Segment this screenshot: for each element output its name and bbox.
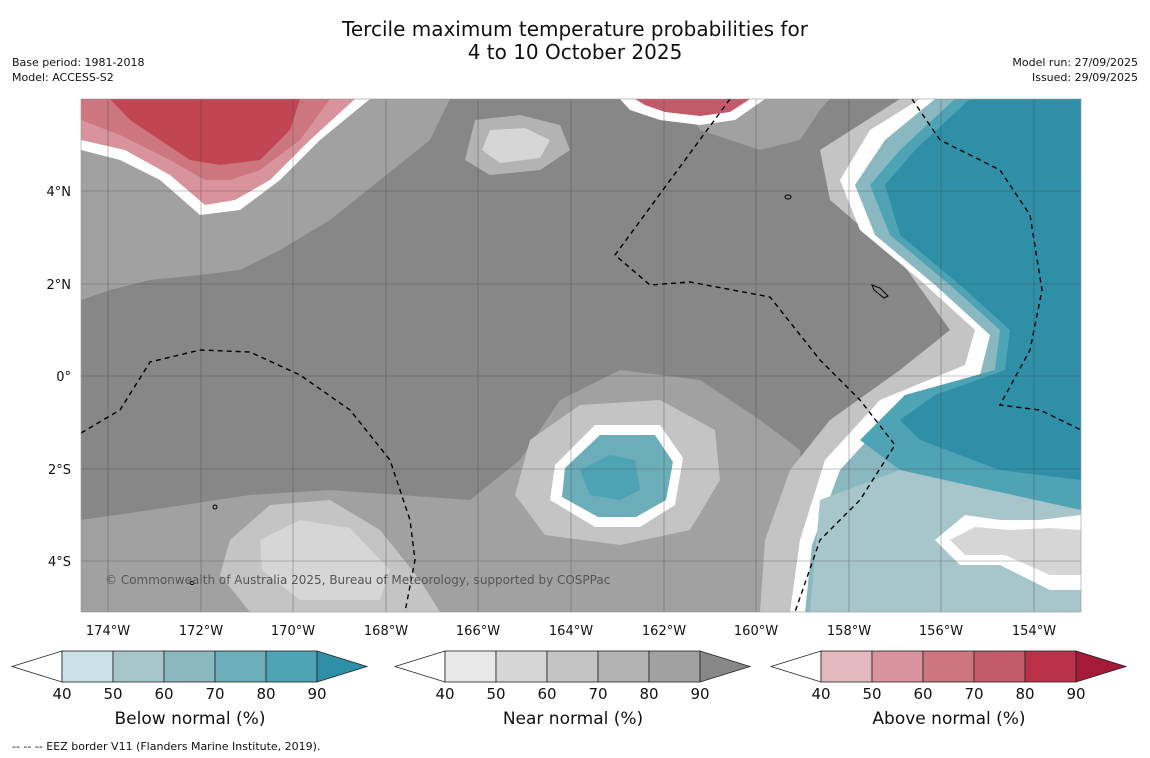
y-tick-label: 2°S [48,463,71,478]
x-axis-labels: 174°W 172°W 170°W 168°W 166°W 164°W 162°… [86,624,1056,639]
near-normal-colorbar-tick: 80 [639,685,658,703]
near-blob-south-left-inner [260,520,390,600]
near-normal-colorbar-cell [495,650,548,683]
eez-center [614,99,896,612]
x-tick-label: 162°W [642,624,686,639]
near-normal-colorbar-tick: 70 [588,685,607,703]
below-normal-center-core [580,455,640,500]
near-normal-colorbar-cell [444,650,497,683]
x-tick-label: 166°W [456,624,500,639]
islands [189,194,889,585]
below-normal-colorbar-tick: 60 [154,685,173,703]
near-normal-colorbar-tick: 50 [486,685,505,703]
model-run: Model run: 27/09/2025 [1012,56,1138,69]
above-normal-colorbar-tick: 90 [1066,685,1085,703]
above-normal-colorbar-tick: 80 [1015,685,1034,703]
below-normal-east-core [885,99,1081,480]
eez-borders [81,99,1081,612]
above-normal-colorbar-low-extend [769,650,822,683]
x-tick-label: 156°W [919,624,963,639]
above-normal-colorbar: 40 50 60 70 80 90 [769,650,1128,703]
below-normal-colorbar-cell [112,650,165,683]
model-name: Model: ACCESS-S2 [12,71,114,84]
near-normal-colorbar-label: Near normal (%) [502,709,644,729]
copyright-text: © Commonwealth of Australia 2025, Bureau… [105,573,610,587]
issued-date: Issued: 29/09/2025 [1031,71,1138,84]
x-tick-label: 154°W [1012,624,1056,639]
near-normal-colorbar-cell [648,650,701,683]
x-tick-label: 174°W [86,624,130,639]
above-normal-colorbar-tick: 70 [964,685,983,703]
below-normal-colorbar-cell [163,650,216,683]
above-normal-colorbar-cell [1024,650,1077,683]
y-axis-labels: 4°N 2°N 0° 2°S 4°S [47,185,72,570]
near-normal-colorbar-tick: 40 [435,685,454,703]
near-normal-colorbar-high-extend [699,650,752,683]
below-normal-colorbar-tick: 50 [103,685,122,703]
below-normal-colorbar-cell [265,650,318,683]
below-normal-colorbar-low-extend [10,650,63,683]
below-normal-colorbar-label: Below normal (%) [114,709,266,729]
near-normal-colorbar-cell [597,650,650,683]
x-tick-label: 168°W [364,624,408,639]
near-normal-colorbar: 40 50 60 70 80 90 [393,650,752,703]
x-tick-label: 160°W [734,624,778,639]
x-tick-label: 170°W [271,624,315,639]
above-normal-colorbar-high-extend [1075,650,1128,683]
above-normal-colorbar-cell [922,650,975,683]
y-tick-label: 0° [56,370,71,385]
x-tick-label: 172°W [179,624,223,639]
eez-west [81,349,416,612]
above-normal-colorbar-label: Above normal (%) [872,709,1026,729]
eez-east [911,99,1081,431]
near-normal-colorbar-tick: 60 [537,685,556,703]
above-normal-colorbar-tick: 60 [913,685,932,703]
map-title: Tercile maximum temperature probabilitie… [0,18,1150,64]
near-normal-colorbar-cell [546,650,599,683]
near-patch-east-inner [950,527,1081,575]
base-period: Base period: 1981-2018 [12,56,145,69]
near-normal-colorbar-tick: 90 [690,685,709,703]
below-normal-colorbar: 40 50 60 70 80 90 [10,650,369,703]
map-frame [80,98,1082,613]
below-normal-colorbar-tick: 80 [256,685,275,703]
above-normal-colorbar-tick: 40 [811,685,830,703]
near-blob-top-inner [482,128,550,163]
above-normal-colorbar-cell [820,650,873,683]
above-normal-colorbar-cell [973,650,1026,683]
x-tick-label: 158°W [827,624,871,639]
graticule [81,99,1081,612]
colorbars: 40 50 60 70 80 90 40 50 60 70 80 90 40 50 60 70 80 90 [10,650,1128,703]
y-tick-label: 4°S [48,555,71,570]
below-normal-colorbar-high-extend [316,650,369,683]
above-normal-colorbar-tick: 50 [862,685,881,703]
meta-right: Model run: 27/09/2025 Issued: 29/09/2025 [1012,55,1138,85]
below-normal-colorbar-tick: 40 [52,685,71,703]
below-normal-colorbar-tick: 70 [205,685,224,703]
title-line-1: Tercile maximum temperature probabilitie… [342,17,808,41]
below-normal-colorbar-cell [214,650,267,683]
map-area: © Commonwealth of Australia 2025, Bureau… [81,99,1081,612]
x-tick-label: 164°W [549,624,593,639]
below-normal-colorbar-tick: 90 [307,685,326,703]
title-line-2: 4 to 10 October 2025 [467,40,683,64]
y-tick-label: 4°N [47,185,72,200]
y-tick-label: 2°N [47,278,72,293]
eez-footnote: -- -- -- EEZ border V11 (Flanders Marine… [12,740,321,753]
near-normal-colorbar-low-extend [393,650,446,683]
meta-left: Base period: 1981-2018 Model: ACCESS-S2 [12,55,144,85]
above-normal-top-left-core [110,99,300,165]
above-normal-colorbar-cell [871,650,924,683]
below-normal-colorbar-cell [61,650,114,683]
